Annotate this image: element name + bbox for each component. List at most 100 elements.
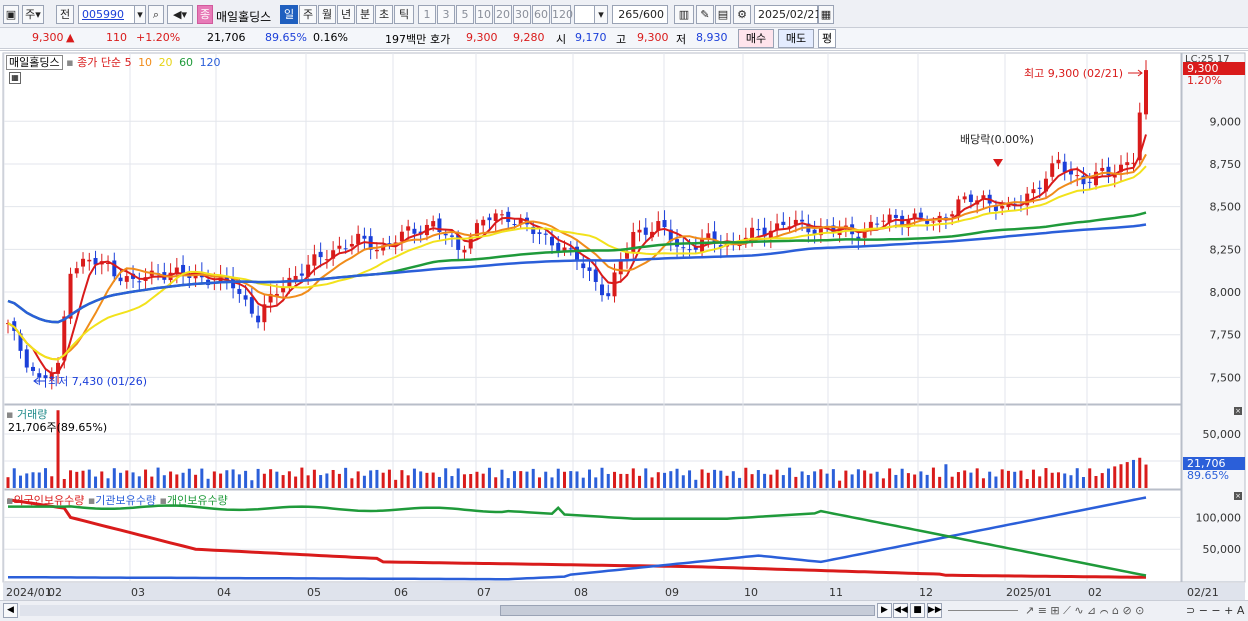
candle-body — [362, 235, 367, 239]
candle-body — [1144, 70, 1148, 115]
code-dropdown-icon[interactable]: ▾ — [134, 5, 146, 24]
volume-bar — [788, 467, 792, 488]
gear-icon[interactable]: ⚙ — [733, 5, 751, 24]
prev-button[interactable]: 전 — [56, 5, 74, 24]
window-icon[interactable]: ▣ — [3, 5, 19, 24]
candle-body — [787, 226, 792, 228]
sell-button[interactable]: 매도 — [778, 29, 814, 48]
period-tick[interactable]: 틱 — [394, 5, 414, 24]
moving-average-lines — [7, 134, 1147, 375]
interval-3[interactable]: 3 — [437, 5, 455, 24]
interval-60[interactable]: 60 — [532, 5, 550, 24]
interval-20[interactable]: 20 — [494, 5, 512, 24]
volume-bar — [137, 476, 141, 488]
interval-10[interactable]: 10 — [475, 5, 493, 24]
zoom-slider[interactable] — [948, 610, 1018, 611]
volume-bar — [125, 470, 129, 488]
candle-body — [793, 219, 798, 225]
draw-tool-icon[interactable]: ✎ — [696, 5, 714, 24]
chart-canvas[interactable]: 9,000 8,750 8,500 8,250 8,000 7,750 7,500 50,0… — [0, 51, 1248, 601]
holdings-line-0 — [7, 498, 1147, 579]
volume-bar — [1031, 469, 1035, 488]
interval-5[interactable]: 5 — [456, 5, 474, 24]
chart-area[interactable]: 9,000 8,750 8,500 8,250 8,000 7,750 7,500 50,0… — [0, 50, 1248, 600]
bottom-scrollbar[interactable]: ◀ ▶ ◀◀ ■ ▶▶ ↗ ≡ ⊞ ⟋ ∿ ⊿ ⌒ ⌂ ⊘ ⊙ ⊃ − − + … — [0, 600, 1248, 621]
volume-bar — [494, 477, 498, 488]
period-month[interactable]: 월 — [318, 5, 336, 24]
ma-legend-label[interactable]: 종가 단순 — [77, 56, 122, 69]
candle-body — [681, 247, 686, 249]
scroll-thumb[interactable] — [500, 605, 875, 616]
drawing-tools[interactable]: ↗ ≡ ⊞ ⟋ ∿ ⊿ ⌒ ⌂ ⊘ ⊙ — [1025, 604, 1145, 617]
period-week[interactable]: 주 — [299, 5, 317, 24]
market-select[interactable]: 주▾ — [22, 5, 44, 24]
period-year[interactable]: 년 — [337, 5, 355, 24]
individual-holdings-label[interactable]: 개인보유수량 — [166, 494, 228, 507]
volume-bar — [394, 479, 398, 488]
scroll-right-icon[interactable]: ▶ — [877, 603, 892, 618]
quote-bar: 9,300 ▲ 110 +1.20% 21,706 89.65% 0.16% 1… — [0, 28, 1248, 49]
count-field[interactable]: 265/600 — [612, 5, 668, 24]
volume-bar — [988, 471, 992, 488]
volume-bar — [1056, 472, 1060, 488]
high-arrow — [1128, 69, 1143, 77]
candle-body — [531, 226, 536, 234]
candle-body — [768, 230, 773, 239]
rewind-icon[interactable]: ◀◀ — [893, 603, 908, 618]
candle-type-icon[interactable]: ▥ — [674, 5, 694, 24]
ma60-label[interactable]: 60 — [179, 56, 194, 69]
volume-bar — [681, 475, 685, 488]
search-icon[interactable]: ⌕ — [148, 5, 164, 24]
candle-body — [306, 264, 311, 277]
holdings-close-icon[interactable]: × — [1234, 492, 1242, 500]
interval-30[interactable]: 30 — [513, 5, 531, 24]
ma10-label[interactable]: 10 — [138, 56, 153, 69]
ma20-label[interactable]: 20 — [158, 56, 173, 69]
candle-body — [337, 245, 342, 249]
x-axis-label: 09 — [665, 586, 679, 599]
period-second[interactable]: 초 — [375, 5, 393, 24]
volume-bar — [894, 474, 898, 488]
volume-bar — [594, 477, 598, 488]
interval-dropdown-icon[interactable]: ▾ — [594, 5, 608, 24]
stock-legend[interactable]: 매일홀딩스 — [6, 55, 63, 70]
ma120-label[interactable]: 120 — [199, 56, 221, 69]
save-icon[interactable]: ▤ — [715, 5, 731, 24]
x-axis-last-label: 02/21 — [1187, 586, 1219, 599]
table-toggle-icon[interactable]: ▦ — [9, 72, 21, 84]
volume-bar — [975, 468, 979, 488]
flat-button[interactable]: 평 — [818, 29, 836, 48]
high-price: 9,300 — [637, 31, 669, 44]
zoom-controls[interactable]: ⊃ − − + A — [1186, 604, 1245, 617]
scroll-left-icon[interactable]: ◀ — [3, 603, 18, 618]
interval-120[interactable]: 120 — [551, 5, 573, 24]
stop-icon[interactable]: ■ — [910, 603, 925, 618]
institution-holdings-label[interactable]: 기관보유수량 — [95, 494, 157, 507]
candle-body — [1100, 167, 1105, 171]
period-day[interactable]: 일 — [280, 5, 298, 24]
volume-bar — [100, 471, 104, 488]
forward-icon[interactable]: ▶▶ — [927, 603, 942, 618]
buy-button[interactable]: 매수 — [738, 29, 774, 48]
volume-bar — [331, 469, 335, 488]
candle-body — [712, 231, 717, 243]
volume-bar — [44, 468, 48, 488]
candle-body — [343, 248, 348, 250]
price-y-ticks: 9,000 8,750 8,500 8,250 8,000 7,750 7,500 — [1210, 115, 1242, 384]
candle-body — [237, 288, 242, 294]
candle-body — [243, 295, 248, 300]
candle-body — [587, 267, 592, 271]
calendar-icon[interactable]: ▦ — [818, 5, 834, 24]
scroll-track[interactable] — [20, 605, 875, 616]
speaker-icon[interactable]: ◀▾ — [167, 5, 193, 24]
interval-1[interactable]: 1 — [418, 5, 436, 24]
stock-code-input[interactable]: 005990 — [78, 5, 136, 24]
volume-close-icon[interactable]: × — [1234, 407, 1242, 415]
candle-body — [706, 233, 711, 240]
foreign-holdings-label[interactable]: 외국인보유수량 — [13, 494, 85, 507]
volume-title[interactable]: 거래량 — [16, 408, 48, 421]
sector-badge[interactable]: 종 — [197, 5, 213, 24]
date-input[interactable]: 2025/02/21 — [754, 5, 821, 24]
period-minute[interactable]: 분 — [356, 5, 374, 24]
ma5-label[interactable]: 5 — [124, 56, 132, 69]
